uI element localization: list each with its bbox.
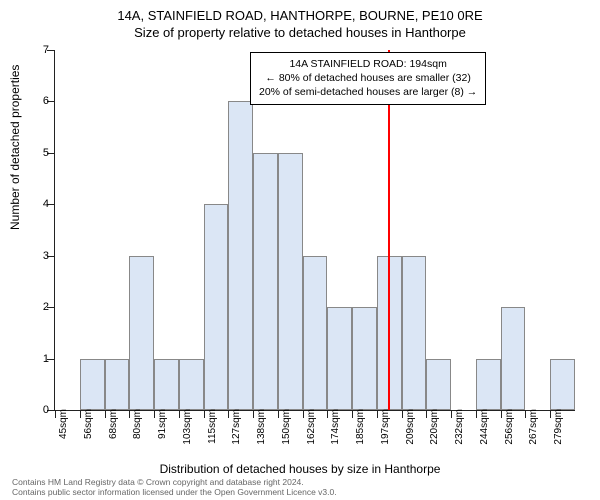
x-tick-label: 174sqm — [330, 409, 341, 445]
annotation-line2: ← 80% of detached houses are smaller (32… — [259, 71, 477, 85]
x-tick — [501, 410, 502, 418]
annotation-line3: 20% of semi-detached houses are larger (… — [259, 85, 477, 99]
histogram-bar — [352, 307, 377, 410]
x-tick-label: 138sqm — [256, 409, 267, 445]
x-tick-label: 256sqm — [504, 409, 515, 445]
annotation-line1: 14A STAINFIELD ROAD: 194sqm — [259, 57, 477, 71]
y-tick-label: 4 — [31, 198, 49, 210]
x-tick — [550, 410, 551, 418]
histogram-bar — [154, 359, 179, 410]
footer-line1: Contains HM Land Registry data © Crown c… — [12, 477, 337, 487]
x-tick-label: 103sqm — [182, 409, 193, 445]
x-tick-label: 209sqm — [405, 409, 416, 445]
y-tick-label: 7 — [31, 44, 49, 56]
x-tick-label: 68sqm — [108, 409, 119, 439]
x-tick-label: 267sqm — [528, 409, 539, 445]
x-tick-label: 80sqm — [132, 409, 143, 439]
histogram-bar — [426, 359, 451, 410]
annotation-box: 14A STAINFIELD ROAD: 194sqm← 80% of deta… — [250, 52, 486, 105]
x-tick — [154, 410, 155, 418]
plot-area: 0123456745sqm56sqm68sqm80sqm91sqm103sqm1… — [54, 50, 575, 411]
x-tick — [105, 410, 106, 418]
histogram-bar — [476, 359, 501, 410]
x-tick-label: 220sqm — [429, 409, 440, 445]
x-tick — [80, 410, 81, 418]
y-tick-label: 1 — [31, 353, 49, 365]
histogram-bar — [550, 359, 575, 410]
x-tick-label: 91sqm — [157, 409, 168, 439]
x-tick-label: 150sqm — [281, 409, 292, 445]
x-tick — [204, 410, 205, 418]
x-tick — [525, 410, 526, 418]
y-axis-label: Number of detached properties — [8, 65, 22, 230]
footer-attribution: Contains HM Land Registry data © Crown c… — [12, 477, 337, 497]
y-tick-label: 6 — [31, 95, 49, 107]
x-tick — [402, 410, 403, 418]
x-tick — [426, 410, 427, 418]
x-tick-label: 56sqm — [83, 409, 94, 439]
histogram-bar — [204, 204, 229, 410]
x-tick — [303, 410, 304, 418]
x-tick-label: 279sqm — [553, 409, 564, 445]
x-tick-label: 197sqm — [380, 409, 391, 445]
y-tick-label: 5 — [31, 147, 49, 159]
y-tick-label: 3 — [31, 250, 49, 262]
histogram-bar — [105, 359, 130, 410]
x-tick — [377, 410, 378, 418]
chart-title: 14A, STAINFIELD ROAD, HANTHORPE, BOURNE,… — [0, 0, 600, 23]
x-tick — [327, 410, 328, 418]
histogram-bar — [501, 307, 526, 410]
histogram-bar — [228, 101, 253, 410]
x-tick-label: 115sqm — [207, 409, 218, 444]
histogram-bar — [278, 153, 303, 410]
histogram-bar — [129, 256, 154, 410]
x-tick — [228, 410, 229, 418]
x-tick-label: 185sqm — [355, 409, 366, 445]
x-tick — [129, 410, 130, 418]
x-tick — [55, 410, 56, 418]
footer-line2: Contains public sector information licen… — [12, 487, 337, 497]
histogram-bar — [327, 307, 352, 410]
histogram-bar — [80, 359, 105, 410]
x-tick — [278, 410, 279, 418]
x-tick — [352, 410, 353, 418]
histogram-bar — [402, 256, 427, 410]
chart-subtitle: Size of property relative to detached ho… — [0, 23, 600, 40]
histogram-bar — [179, 359, 204, 410]
histogram-bar — [303, 256, 328, 410]
x-tick-label: 244sqm — [479, 409, 490, 445]
y-tick-label: 0 — [31, 404, 49, 416]
x-tick-label: 45sqm — [58, 409, 69, 439]
y-tick-label: 2 — [31, 301, 49, 313]
x-tick — [179, 410, 180, 418]
x-tick — [253, 410, 254, 418]
x-tick-label: 127sqm — [231, 409, 242, 445]
chart-container: { "title": "14A, STAINFIELD ROAD, HANTHO… — [0, 0, 600, 500]
x-tick-label: 162sqm — [306, 409, 317, 445]
histogram-bar — [253, 153, 278, 410]
x-tick-label: 232sqm — [454, 409, 465, 445]
x-axis-label: Distribution of detached houses by size … — [0, 462, 600, 476]
x-tick — [451, 410, 452, 418]
x-tick — [476, 410, 477, 418]
